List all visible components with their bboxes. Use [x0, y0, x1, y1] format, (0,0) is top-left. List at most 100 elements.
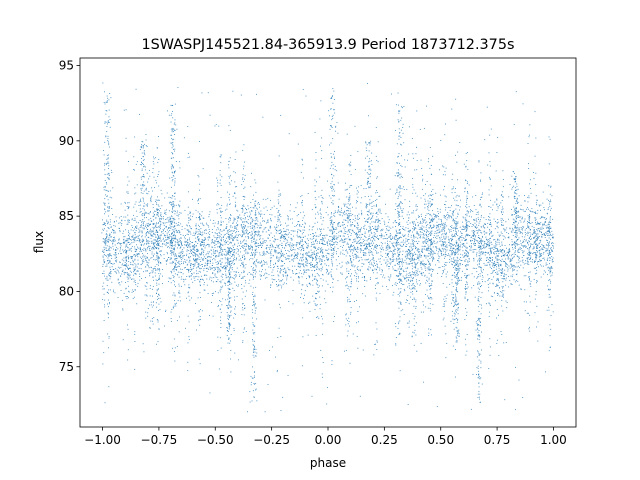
data-point — [507, 255, 508, 257]
data-point — [139, 231, 141, 233]
data-point — [518, 265, 519, 267]
data-point — [511, 255, 513, 257]
data-point — [325, 268, 327, 270]
data-point — [182, 234, 184, 236]
data-point — [392, 222, 394, 224]
data-point — [294, 230, 296, 232]
data-point — [410, 274, 412, 275]
data-point — [270, 226, 272, 228]
data-point — [376, 235, 378, 237]
data-point — [169, 240, 171, 242]
data-point — [418, 234, 420, 236]
data-point — [307, 245, 309, 246]
data-point — [235, 227, 237, 229]
data-point — [528, 226, 530, 227]
data-point — [128, 237, 130, 239]
data-point — [172, 238, 174, 240]
data-point — [472, 196, 474, 198]
data-point — [183, 247, 185, 249]
data-point — [105, 265, 107, 267]
data-point — [457, 268, 459, 270]
data-point — [432, 243, 434, 245]
data-point — [407, 224, 409, 225]
data-point — [363, 250, 364, 252]
data-point — [419, 271, 421, 273]
data-point — [292, 248, 294, 250]
data-point — [504, 230, 506, 232]
data-point — [177, 215, 179, 217]
data-point — [379, 235, 381, 236]
data-point — [260, 271, 262, 273]
data-point — [363, 226, 365, 228]
data-point — [154, 241, 156, 243]
data-point — [309, 238, 311, 240]
data-point — [512, 264, 514, 266]
data-point — [487, 226, 489, 228]
data-point — [376, 230, 377, 232]
data-point — [410, 236, 412, 238]
data-point — [227, 250, 229, 252]
data-point — [533, 230, 535, 232]
data-point — [529, 231, 531, 233]
data-point — [373, 237, 375, 239]
data-point — [444, 217, 446, 219]
data-point — [121, 273, 123, 275]
data-point — [512, 230, 514, 232]
data-point — [545, 221, 547, 223]
data-point — [241, 211, 243, 213]
data-point — [181, 229, 183, 230]
data-point — [538, 228, 540, 229]
data-point — [131, 256, 133, 258]
data-point — [261, 260, 262, 262]
data-point — [437, 272, 439, 274]
data-point — [390, 234, 392, 236]
data-point — [207, 232, 209, 234]
data-point — [138, 267, 140, 269]
data-point — [346, 217, 348, 219]
data-point — [125, 264, 127, 265]
data-point — [422, 260, 424, 262]
data-point — [233, 271, 235, 273]
data-point — [464, 255, 466, 257]
data-point — [328, 253, 330, 255]
data-point — [271, 257, 273, 259]
data-point — [446, 244, 448, 246]
data-point — [379, 210, 381, 212]
data-point — [262, 253, 264, 255]
data-point — [140, 268, 142, 270]
data-point — [399, 254, 401, 256]
data-point — [177, 231, 179, 233]
data-point — [432, 221, 434, 223]
data-point — [160, 240, 162, 242]
data-point — [212, 272, 214, 274]
data-point — [219, 239, 221, 241]
data-point — [301, 240, 303, 242]
data-point — [473, 276, 475, 278]
data-point — [501, 232, 503, 234]
data-point — [229, 237, 231, 239]
data-point — [290, 249, 291, 251]
data-point — [485, 264, 487, 266]
data-point — [537, 237, 539, 238]
data-point — [110, 270, 112, 272]
data-point — [341, 215, 343, 217]
data-point — [536, 233, 538, 235]
data-point — [450, 231, 452, 232]
data-point — [202, 259, 204, 261]
data-point — [512, 248, 514, 250]
data-point — [551, 249, 553, 251]
data-point — [306, 262, 308, 264]
data-point — [196, 254, 198, 256]
data-point — [399, 251, 401, 253]
data-point — [231, 230, 233, 232]
data-point — [249, 222, 251, 224]
data-point — [519, 248, 521, 250]
data-point — [541, 247, 543, 249]
data-point — [361, 250, 363, 252]
data-point — [274, 249, 276, 251]
data-point — [311, 270, 313, 272]
data-point — [113, 263, 115, 265]
data-point — [402, 241, 404, 243]
data-point — [200, 278, 201, 280]
data-point — [275, 250, 277, 252]
